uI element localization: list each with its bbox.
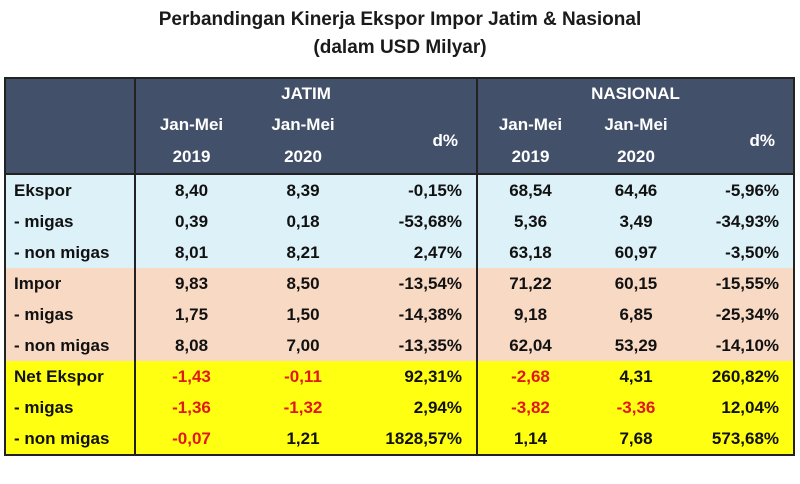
cell-jatim-2019: 0,39 (135, 206, 247, 237)
col-header-jatim-dpct: d% (359, 109, 478, 174)
table-row: - non migas 8,01 8,21 2,47% 63,18 60,97 -3,50% (4, 237, 796, 268)
cell-nasional-dpct: -3,50% (689, 237, 796, 268)
cell-nasional-2019: 68,54 (477, 173, 583, 206)
col-header-jatim-2020-line1: Jan-Mei (247, 109, 359, 141)
cell-nasional-2019: 62,04 (477, 330, 583, 361)
cell-jatim-2019: 8,08 (135, 330, 247, 361)
cell-jatim-2020: -0,11 (247, 361, 359, 392)
cell-jatim-dpct: -13,35% (359, 330, 478, 361)
cell-jatim-dpct: 92,31% (359, 361, 478, 392)
cell-nasional-2019: 9,18 (477, 299, 583, 330)
cell-jatim-dpct: 2,94% (359, 392, 478, 423)
cell-jatim-2019: -1,36 (135, 392, 247, 423)
row-label: - migas (4, 299, 136, 330)
cell-nasional-2019: 5,36 (477, 206, 583, 237)
cell-nasional-dpct: 573,68% (689, 423, 796, 456)
cell-jatim-dpct: -0,15% (359, 173, 478, 206)
cell-nasional-2020: 60,97 (583, 237, 689, 268)
cell-nasional-dpct: -25,34% (689, 299, 796, 330)
col-header-jatim-2019-line2: 2019 (135, 141, 247, 174)
cell-jatim-2020: 7,00 (247, 330, 359, 361)
table-body: Ekspor 8,40 8,39 -0,15% 68,54 64,46 -5,96% - mi… (4, 173, 796, 456)
col-header-nasional-2020-line2: 2020 (583, 141, 689, 174)
cell-jatim-dpct: -53,68% (359, 206, 478, 237)
table-row: - non migas 8,08 7,00 -13,35% 62,04 53,29 -14,… (4, 330, 796, 361)
cell-jatim-dpct: 2,47% (359, 237, 478, 268)
cell-nasional-dpct: -5,96% (689, 173, 796, 206)
cell-jatim-dpct: -13,54% (359, 268, 478, 299)
cell-jatim-dpct: -14,38% (359, 299, 478, 330)
row-label: - migas (4, 392, 136, 423)
cell-jatim-2019: 9,83 (135, 268, 247, 299)
row-label: Net Ekspor (4, 361, 136, 392)
col-header-nasional-2020-line1: Jan-Mei (583, 109, 689, 141)
group-header-jatim: JATIM (135, 77, 478, 109)
row-label: Ekspor (4, 173, 136, 206)
cell-jatim-2019: 8,40 (135, 173, 247, 206)
cell-jatim-2020: 8,39 (247, 173, 359, 206)
cell-nasional-2020: -3,36 (583, 392, 689, 423)
cell-jatim-2020: -1,32 (247, 392, 359, 423)
col-header-jatim-2019-line1: Jan-Mei (135, 109, 247, 141)
cell-nasional-dpct: 12,04% (689, 392, 796, 423)
table-row: Ekspor 8,40 8,39 -0,15% 68,54 64,46 -5,96% (4, 173, 796, 206)
cell-jatim-2020: 1,50 (247, 299, 359, 330)
chart-subtitle: (dalam USD Milyar) (313, 37, 487, 58)
row-label: - non migas (4, 423, 136, 456)
col-header-nasional-dpct: d% (689, 109, 796, 174)
chart-title: Perbandingan Kinerja Ekspor Impor Jatim … (158, 9, 642, 30)
col-header-jatim-2020-line2: 2020 (247, 141, 359, 174)
col-header-nasional-2019-line2: 2019 (477, 141, 583, 174)
cell-nasional-2020: 53,29 (583, 330, 689, 361)
chart-titles: Perbandingan Kinerja Ekspor Impor Jatim … (0, 6, 800, 62)
cell-nasional-2020: 7,68 (583, 423, 689, 456)
table-row: - migas -1,36 -1,32 2,94% -3,82 -3,36 12,04% (4, 392, 796, 423)
row-label: - non migas (4, 237, 136, 268)
table-row: - non migas -0,07 1,21 1828,57% 1,14 7,68 573,… (4, 423, 796, 456)
cell-nasional-dpct: -34,93% (689, 206, 796, 237)
cell-jatim-2019: 1,75 (135, 299, 247, 330)
cell-nasional-2020: 64,46 (583, 173, 689, 206)
col-header-nasional-2019-line1: Jan-Mei (477, 109, 583, 141)
cell-nasional-dpct: -15,55% (689, 268, 796, 299)
table-row: Net Ekspor -1,43 -0,11 92,31% -2,68 4,31 260,8… (4, 361, 796, 392)
table-row: - migas 0,39 0,18 -53,68% 5,36 3,49 -34,93% (4, 206, 796, 237)
cell-nasional-2019: 71,22 (477, 268, 583, 299)
cell-nasional-2020: 4,31 (583, 361, 689, 392)
cell-jatim-2019: -0,07 (135, 423, 247, 456)
cell-nasional-2020: 60,15 (583, 268, 689, 299)
row-label: - migas (4, 206, 136, 237)
cell-nasional-2019: -2,68 (477, 361, 583, 392)
cell-nasional-2019: -3,82 (477, 392, 583, 423)
cell-jatim-2019: 8,01 (135, 237, 247, 268)
cell-jatim-2019: -1,43 (135, 361, 247, 392)
cell-jatim-dpct: 1828,57% (359, 423, 478, 456)
row-label: Impor (4, 268, 136, 299)
group-header-nasional: NASIONAL (477, 77, 796, 109)
row-label: - non migas (4, 330, 136, 361)
comparison-table: JATIM NASIONAL Jan-Mei Jan-Mei d% Jan-Me… (4, 77, 796, 456)
cell-nasional-dpct: -14,10% (689, 330, 796, 361)
cell-nasional-2019: 1,14 (477, 423, 583, 456)
cell-nasional-2020: 3,49 (583, 206, 689, 237)
header-label-corner (4, 77, 136, 174)
cell-nasional-2019: 63,18 (477, 237, 583, 268)
cell-jatim-2020: 8,50 (247, 268, 359, 299)
cell-nasional-dpct: 260,82% (689, 361, 796, 392)
table-row: - migas 1,75 1,50 -14,38% 9,18 6,85 -25,34% (4, 299, 796, 330)
cell-jatim-2020: 8,21 (247, 237, 359, 268)
cell-nasional-2020: 6,85 (583, 299, 689, 330)
cell-jatim-2020: 0,18 (247, 206, 359, 237)
cell-jatim-2020: 1,21 (247, 423, 359, 456)
table-row: Impor 9,83 8,50 -13,54% 71,22 60,15 -15,55% (4, 268, 796, 299)
